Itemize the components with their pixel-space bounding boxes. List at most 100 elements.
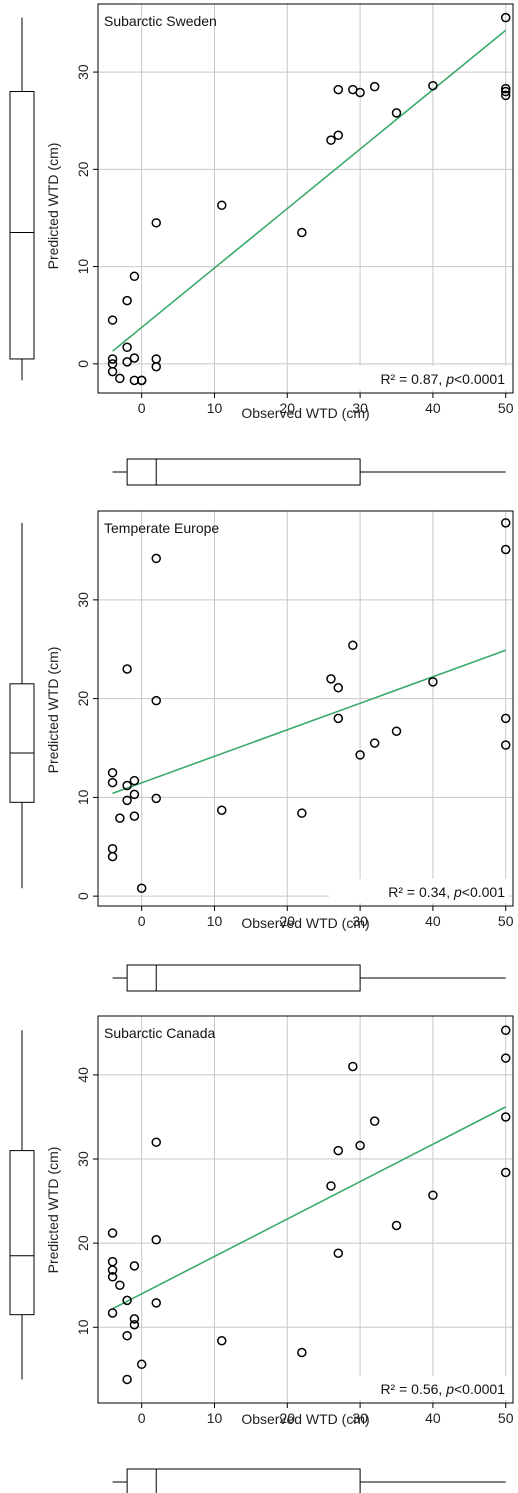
chart-panel-1: R² = 0.87, p<0.0001 Subarctic Sweden 0 10 20… bbox=[9, 3, 514, 486]
data-point bbox=[107, 1265, 118, 1275]
y-boxplot bbox=[9, 522, 35, 889]
data-point bbox=[122, 1330, 132, 1341]
x-tick-label: 0 bbox=[138, 913, 146, 929]
data-point bbox=[151, 793, 161, 804]
data-point bbox=[500, 518, 511, 528]
y-axis-label: Predicted WTD (cm) bbox=[45, 1147, 61, 1274]
data-point bbox=[500, 1112, 511, 1122]
data-point bbox=[122, 1374, 132, 1385]
chart-panel-2: R² = 0.34, p<0.001 Temperate Europe 0 10 20 3… bbox=[9, 510, 514, 992]
data-point bbox=[122, 795, 132, 806]
data-point bbox=[136, 883, 147, 893]
x-tick-label: 20 bbox=[280, 1410, 296, 1426]
y-tick-label: 10 bbox=[75, 1319, 91, 1335]
stat-label-bg bbox=[329, 879, 509, 903]
data-point bbox=[151, 1137, 161, 1147]
x-tick-label: 30 bbox=[352, 1410, 368, 1426]
y-tick-label: 20 bbox=[75, 691, 91, 707]
plot-frame bbox=[97, 1015, 514, 1404]
data-point bbox=[115, 373, 125, 384]
chart-panel-3: R² = 0.56, p<0.0001 Subarctic Canada 0 10 20… bbox=[9, 1015, 514, 1493]
data-point bbox=[391, 726, 402, 736]
data-point bbox=[107, 1228, 118, 1238]
data-point bbox=[107, 777, 118, 788]
data-point bbox=[500, 12, 511, 23]
x-axis-label: Observed WTD (cm) bbox=[241, 405, 369, 421]
data-point bbox=[500, 86, 511, 97]
data-point bbox=[107, 843, 118, 854]
boxplot-box bbox=[126, 1468, 361, 1493]
x-boxplot bbox=[112, 1468, 506, 1493]
data-point bbox=[333, 683, 344, 693]
data-point bbox=[107, 1272, 118, 1282]
x-tick-label: 50 bbox=[498, 400, 514, 416]
stat-label-bg bbox=[329, 1376, 509, 1400]
data-point bbox=[151, 1235, 161, 1245]
y-tick-label: 10 bbox=[75, 789, 91, 805]
x-tick-label: 40 bbox=[425, 913, 441, 929]
data-point bbox=[129, 353, 140, 363]
data-point bbox=[129, 1261, 140, 1271]
data-point bbox=[122, 780, 132, 791]
data-point bbox=[136, 1359, 147, 1370]
x-tick-label: 10 bbox=[207, 1410, 223, 1426]
data-point bbox=[333, 84, 344, 95]
data-point bbox=[391, 108, 402, 118]
data-point bbox=[107, 315, 118, 325]
data-point bbox=[122, 342, 132, 353]
data-point bbox=[391, 1220, 402, 1231]
y-tick-label: 10 bbox=[75, 259, 91, 275]
data-point bbox=[369, 1116, 380, 1126]
data-point bbox=[326, 674, 336, 684]
data-point bbox=[333, 130, 344, 141]
y-boxplot bbox=[9, 1030, 35, 1380]
y-axis-label: Predicted WTD (cm) bbox=[45, 143, 61, 270]
boxplot-box bbox=[126, 964, 361, 992]
x-tick-label: 50 bbox=[498, 1410, 514, 1426]
data-point bbox=[129, 1314, 140, 1324]
data-point bbox=[500, 1167, 511, 1178]
data-point bbox=[122, 357, 132, 367]
data-point bbox=[129, 789, 140, 800]
data-point bbox=[348, 1061, 358, 1072]
x-tick-label: 10 bbox=[207, 400, 223, 416]
y-tick-label: 0 bbox=[75, 892, 91, 900]
x-tick-label: 30 bbox=[352, 913, 368, 929]
data-point bbox=[122, 664, 132, 674]
data-point bbox=[355, 750, 365, 760]
boxplot-box bbox=[9, 1150, 35, 1316]
data-point bbox=[333, 1145, 344, 1156]
plot-frame bbox=[97, 510, 514, 907]
data-point bbox=[151, 354, 161, 364]
data-point bbox=[122, 295, 132, 306]
data-point bbox=[129, 1320, 140, 1330]
data-point bbox=[500, 83, 511, 94]
data-point bbox=[107, 1256, 118, 1267]
data-point bbox=[500, 90, 511, 101]
panel-title: Subarctic Sweden bbox=[104, 13, 217, 29]
data-point bbox=[151, 695, 161, 706]
data-point bbox=[297, 227, 307, 238]
x-tick-label: 50 bbox=[498, 913, 514, 929]
data-point bbox=[297, 808, 307, 818]
x-tick-label: 30 bbox=[352, 400, 368, 416]
panel-title: Subarctic Canada bbox=[104, 1025, 216, 1041]
data-point bbox=[151, 553, 161, 564]
x-tick-label: 20 bbox=[280, 913, 296, 929]
x-axis-label: Observed WTD (cm) bbox=[241, 915, 369, 931]
x-tick-label: 40 bbox=[425, 400, 441, 416]
data-point bbox=[428, 1190, 438, 1200]
x-tick-label: 10 bbox=[207, 913, 223, 929]
data-point bbox=[136, 375, 147, 386]
boxplot-box bbox=[9, 91, 35, 360]
data-point bbox=[326, 135, 336, 145]
data-point bbox=[151, 218, 161, 228]
data-point bbox=[129, 271, 140, 282]
data-point bbox=[355, 1140, 365, 1151]
data-point bbox=[500, 1025, 511, 1036]
data-point bbox=[333, 713, 344, 724]
data-point bbox=[107, 354, 118, 364]
data-point bbox=[333, 1248, 344, 1258]
y-axis-label: Predicted WTD (cm) bbox=[45, 647, 61, 774]
